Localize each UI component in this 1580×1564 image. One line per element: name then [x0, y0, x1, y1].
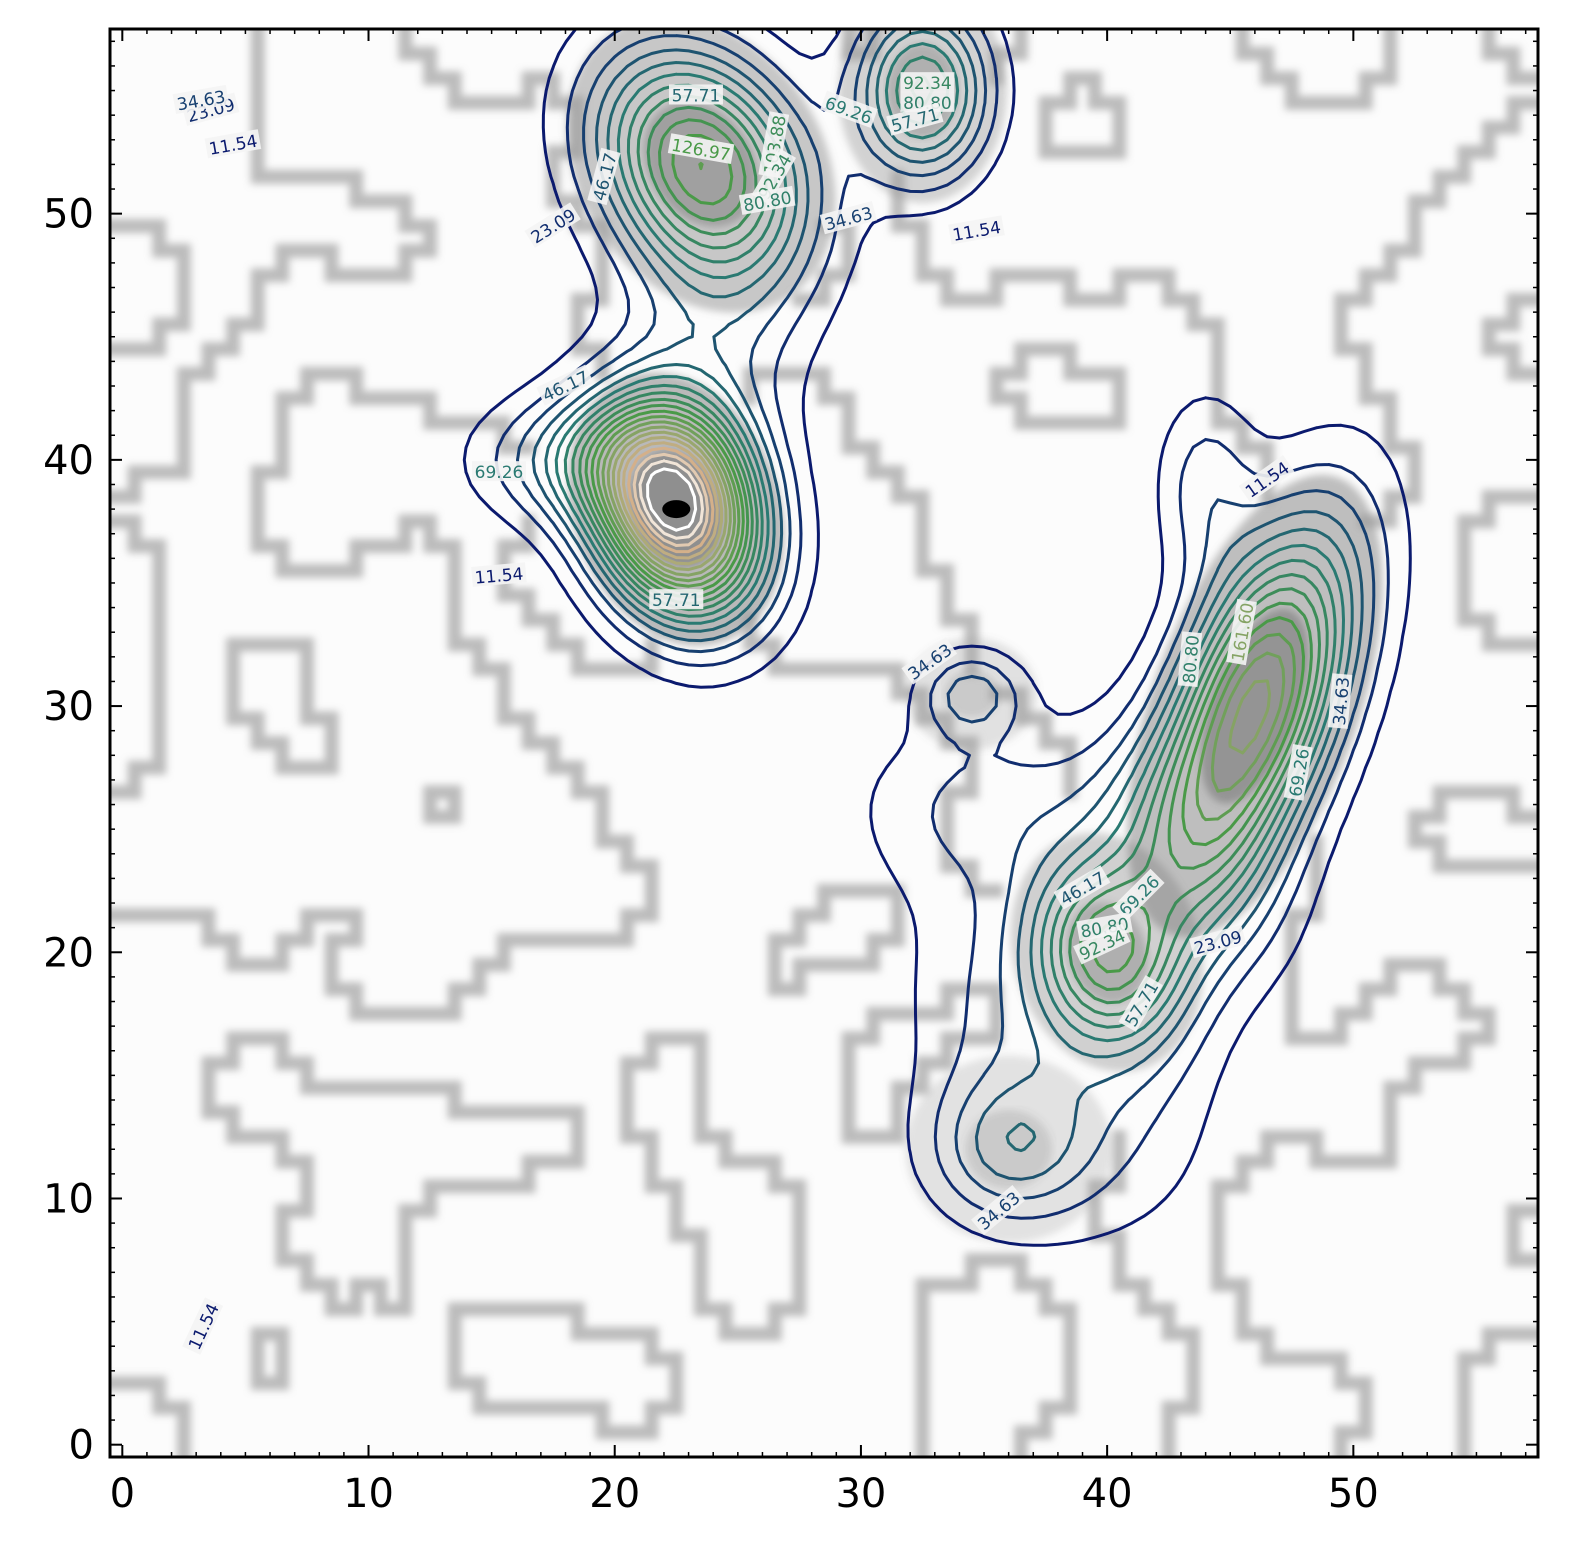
x-tick-label: 20 [589, 1471, 640, 1517]
contour-level-9 [584, 118, 1313, 991]
contour-label: 69.26 [475, 463, 524, 483]
contour-label: 11.54 [474, 564, 524, 588]
contour-label-bg [524, 202, 581, 248]
peak-core [662, 500, 691, 519]
contour-label-bg [971, 1185, 1026, 1236]
y-tick-label: 40 [43, 438, 94, 484]
x-tick-label: 10 [343, 1471, 394, 1517]
density-core [1201, 608, 1309, 804]
contour-label-bg [649, 589, 704, 610]
contour-label-bg [948, 215, 1005, 245]
contour-level-15 [617, 435, 724, 566]
contour-label-bg [587, 147, 621, 206]
contour-label-bg [758, 111, 790, 178]
contour-label-bg [1112, 868, 1165, 922]
contour-label-bg [172, 84, 230, 114]
contour-label-bg [901, 637, 958, 685]
contour-label-bg [820, 90, 878, 128]
x-tick-label: 30 [835, 1471, 886, 1517]
y-tick-label: 10 [43, 1176, 94, 1222]
axes: 0 10 20 30 40 50 0 10 20 30 40 50 [43, 27, 1540, 1517]
x-tick-label: 50 [1328, 1471, 1379, 1517]
axes-frame [108, 27, 1540, 1459]
contour-level-11 [595, 162, 1296, 822]
contour-label-bg [751, 147, 797, 205]
contour-label-bg [1327, 673, 1353, 729]
contour-level-13 [606, 425, 1271, 755]
contour-label: 57.71 [672, 86, 721, 106]
x-tick-label: 40 [1082, 1471, 1133, 1517]
x-tick-label: 0 [110, 1471, 135, 1517]
contour-label-bg [900, 91, 955, 112]
y-tick-label: 30 [43, 684, 94, 730]
contour-label-bg [1283, 744, 1313, 801]
contour-label: 92.34 [903, 74, 952, 94]
contour-label-bg [1073, 923, 1131, 965]
contour-level-17 [627, 446, 715, 554]
contour-label: 34.63 [1330, 676, 1354, 726]
y-tick-label: 0 [69, 1423, 94, 1469]
contour-level-3 [531, 29, 1364, 1181]
contour-level-6 [563, 55, 1337, 1029]
contour-lines [462, 29, 1412, 1247]
contour-label: 80.80 [1180, 634, 1204, 684]
contour-level-18 [632, 452, 710, 547]
y-tick-label: 20 [43, 930, 94, 976]
contour-label-bg [182, 1297, 224, 1355]
contour-level-14 [611, 430, 728, 572]
contour-label-bg [1226, 598, 1257, 666]
contour-label-bg [472, 461, 527, 482]
contour-level-16 [622, 441, 719, 560]
contour-label-bg [668, 84, 723, 105]
contour-level-10 [590, 134, 1305, 974]
contour-label-bg [1118, 975, 1163, 1032]
contour-label-bg [1189, 924, 1247, 959]
contour-level-12 [601, 420, 1286, 793]
contour-label-bg [819, 200, 878, 235]
contour-label-bg [536, 364, 594, 406]
contour-label-bg [738, 185, 796, 215]
contour-label-bg [1053, 865, 1111, 910]
y-tick-label: 50 [43, 192, 94, 238]
contour-label-bg [204, 129, 262, 159]
contour-level-19 [638, 459, 704, 540]
contour-label-bg [667, 133, 735, 165]
contour-label-bg [900, 72, 955, 93]
contour-label-bg [886, 102, 944, 136]
contour-level-7 [571, 75, 1329, 1017]
contour-label: 57.71 [652, 591, 701, 611]
contour-level-20 [646, 467, 698, 532]
contour-label-bg [1238, 455, 1295, 503]
contour-label-bg [1177, 631, 1203, 687]
contour-label-bg [471, 562, 527, 587]
